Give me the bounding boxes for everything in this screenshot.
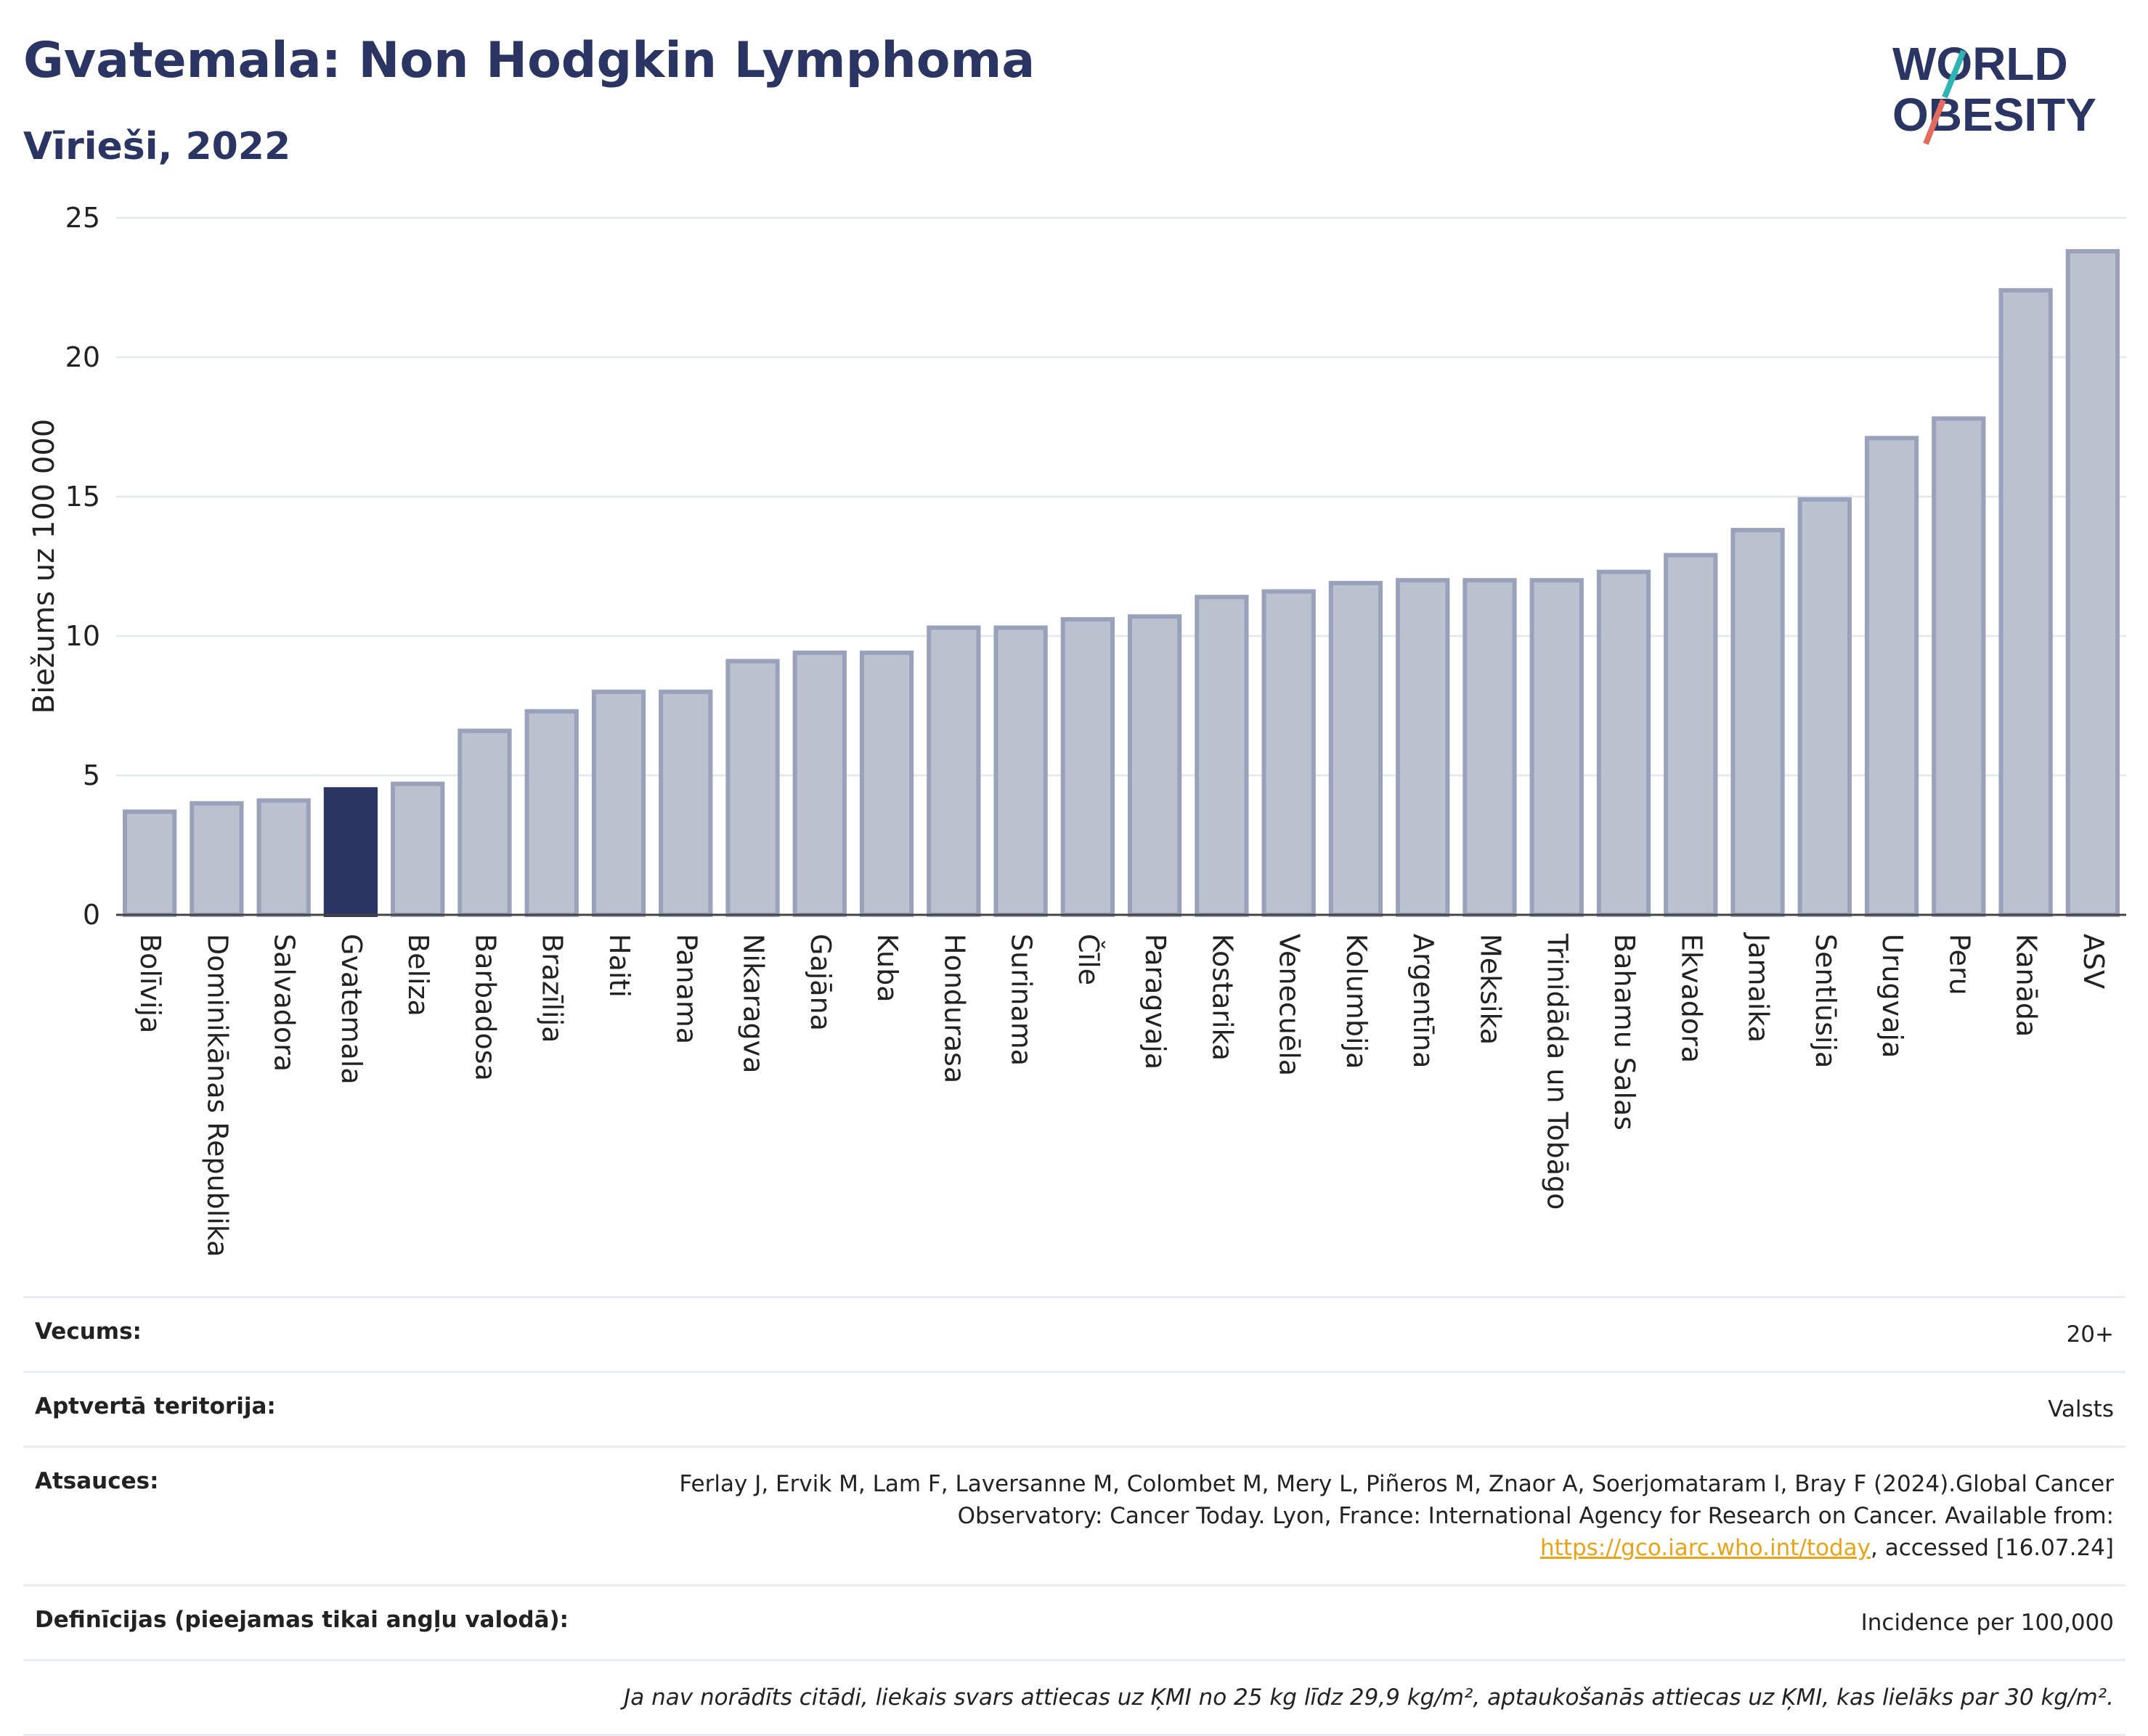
x-tick-label: Meksika bbox=[1474, 934, 1506, 1045]
bar[interactable] bbox=[2065, 249, 2120, 917]
footnote: Ja nav norādīts citādi, liekais svars at… bbox=[624, 1684, 2114, 1711]
x-tick-label: Trinidāda un Tobāgo bbox=[1542, 933, 1574, 1210]
info-row-note: Ja nav norādīts citādi, liekais svars at… bbox=[23, 1659, 2125, 1736]
bar[interactable] bbox=[1127, 614, 1182, 917]
svg-text:WORLD: WORLD bbox=[1892, 38, 2068, 90]
bar[interactable] bbox=[1932, 416, 1986, 917]
y-tick-label: 0 bbox=[83, 899, 100, 931]
bar[interactable] bbox=[1998, 288, 2053, 917]
bar[interactable] bbox=[256, 798, 311, 918]
bar[interactable] bbox=[927, 625, 981, 917]
bar[interactable] bbox=[1195, 595, 1249, 917]
bar[interactable] bbox=[391, 781, 445, 918]
x-tick-label: Urugvaja bbox=[1876, 934, 1908, 1058]
age-value: 20+ bbox=[2066, 1321, 2114, 1348]
references-text: Ferlay J, Ervik M, Lam F, Laversanne M, … bbox=[679, 1471, 2114, 1529]
bar[interactable] bbox=[1328, 581, 1383, 917]
x-tick-label: Haiti bbox=[603, 934, 635, 998]
bar[interactable] bbox=[993, 625, 1048, 917]
x-tick-label: Gajāna bbox=[805, 934, 837, 1031]
territory-label: Aptvertā teritorija: bbox=[35, 1393, 276, 1419]
definitions-label: Definīcijas (pieejamas tikai angļu valod… bbox=[35, 1607, 569, 1633]
x-tick-label: Bolīvija bbox=[134, 934, 166, 1033]
x-tick-label: Gvatemala bbox=[335, 934, 367, 1085]
x-tick-label: Čīle bbox=[1073, 934, 1104, 985]
y-tick-label: 15 bbox=[65, 481, 100, 513]
bar[interactable] bbox=[1060, 616, 1115, 918]
x-tick-label: Peru bbox=[1943, 934, 1975, 995]
x-tick-label: Salvadora bbox=[269, 934, 301, 1072]
x-tick-label: Nikaragva bbox=[738, 934, 770, 1073]
bar[interactable] bbox=[1596, 569, 1651, 917]
info-row-age: Vecums: 20+ bbox=[23, 1296, 2125, 1371]
bar[interactable] bbox=[1864, 436, 1919, 917]
x-tick-label: Beliza bbox=[402, 934, 434, 1016]
bar[interactable] bbox=[725, 659, 780, 917]
bar[interactable] bbox=[792, 651, 847, 917]
chart-subtitle: Vīrieši, 2022 bbox=[23, 125, 291, 168]
info-row-definitions: Definīcijas (pieejamas tikai angļu valod… bbox=[23, 1584, 2125, 1659]
x-tick-label: ASV bbox=[2078, 934, 2110, 989]
references-label: Atsauces: bbox=[35, 1468, 159, 1494]
x-tick-label: Barbadosa bbox=[469, 934, 501, 1081]
x-tick-label: Panama bbox=[670, 934, 702, 1044]
x-tick-label: Kuba bbox=[871, 934, 903, 1003]
bar[interactable] bbox=[1396, 578, 1450, 917]
info-table: Vecums: 20+ Aptvertā teritorija: Valsts … bbox=[23, 1296, 2125, 1736]
x-tick-label: Kolumbija bbox=[1341, 934, 1372, 1069]
bar-chart: 0 5 10 15 20 25 Biežums uz 100 000 Bolīvija Domi… bbox=[28, 202, 2126, 1257]
chart-title: Gvatemala: Non Hodgkin Lymphoma bbox=[23, 32, 1036, 89]
bar[interactable] bbox=[591, 689, 646, 917]
x-tick-label: Jamaika bbox=[1743, 932, 1775, 1043]
x-tick-label: Surinama bbox=[1006, 934, 1038, 1066]
info-row-territory: Aptvertā teritorija: Valsts bbox=[23, 1371, 2125, 1446]
bar[interactable] bbox=[323, 787, 378, 917]
y-axis-label: Biežums uz 100 000 bbox=[28, 419, 61, 714]
x-tick-label: Venecuēla bbox=[1274, 934, 1306, 1076]
info-row-references: Atsauces: Ferlay J, Ervik M, Lam F, Lave… bbox=[23, 1446, 2125, 1584]
bar[interactable] bbox=[1797, 497, 1852, 917]
x-tick-label: Paragvaja bbox=[1139, 934, 1171, 1069]
x-tick-label: Kanāda bbox=[2011, 934, 2043, 1037]
bar[interactable] bbox=[457, 728, 512, 917]
bar[interactable] bbox=[859, 651, 914, 917]
y-tick-label: 10 bbox=[65, 620, 100, 652]
bar[interactable] bbox=[1529, 578, 1584, 917]
bar[interactable] bbox=[1261, 589, 1316, 917]
bar[interactable] bbox=[1730, 528, 1785, 917]
definitions-value: Incidence per 100,000 bbox=[1860, 1610, 2114, 1636]
y-tick-label: 25 bbox=[65, 202, 100, 234]
bar[interactable] bbox=[524, 709, 579, 917]
x-tick-label: Argentīna bbox=[1407, 934, 1439, 1068]
bar[interactable] bbox=[1664, 553, 1718, 917]
references-link[interactable]: https://gco.iarc.who.int/today bbox=[1540, 1535, 1871, 1561]
bar[interactable] bbox=[1462, 578, 1517, 917]
x-tick-label: Sentlūsija bbox=[1810, 934, 1842, 1068]
bar[interactable] bbox=[122, 809, 177, 918]
x-tick-label: Dominikānas Republika bbox=[201, 934, 233, 1257]
x-tick-label: Hondurasa bbox=[938, 934, 970, 1083]
references-value: Ferlay J, Ervik M, Lam F, Laversanne M, … bbox=[625, 1468, 2114, 1564]
x-tick-label: Bahamu Salas bbox=[1608, 934, 1640, 1130]
territory-value: Valsts bbox=[2048, 1396, 2114, 1422]
x-tick-label: Ekvadora bbox=[1675, 934, 1707, 1063]
references-tail: , accessed [16.07.24] bbox=[1870, 1535, 2114, 1561]
y-tick-label: 20 bbox=[65, 341, 100, 373]
x-tick-label: Brazīlija bbox=[537, 934, 569, 1043]
svg-text:OBESITY: OBESITY bbox=[1892, 89, 2096, 141]
age-label: Vecums: bbox=[35, 1319, 142, 1345]
bar[interactable] bbox=[659, 689, 713, 917]
y-tick-label: 5 bbox=[83, 759, 100, 791]
world-obesity-logo: WORLD OBESITY bbox=[1892, 38, 2096, 145]
x-tick-label: Kostarika bbox=[1206, 934, 1238, 1061]
bar[interactable] bbox=[190, 801, 244, 918]
